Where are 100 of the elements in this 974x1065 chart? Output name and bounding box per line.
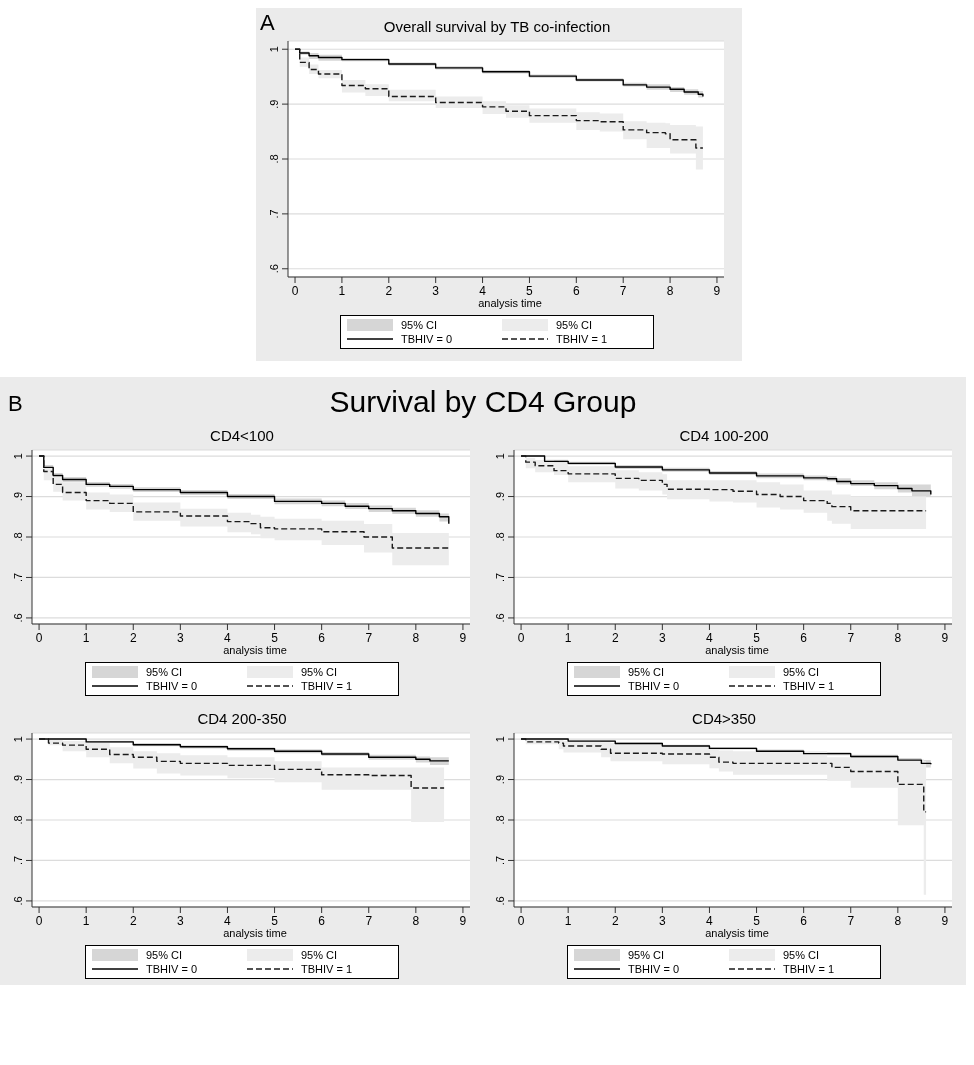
x-tick-label: 8: [894, 914, 902, 928]
x-tick-label: 3: [177, 914, 185, 928]
y-tick-label: 1: [494, 736, 506, 743]
y-tick-label: .8: [12, 532, 24, 542]
x-tick-label: 5: [526, 284, 534, 298]
y-tick-label: .8: [494, 532, 506, 542]
x-tick-label: 2: [129, 631, 137, 645]
x-tick-label: 4: [706, 914, 714, 928]
x-tick-label: 2: [385, 284, 393, 298]
y-tick-label: .7: [268, 209, 280, 219]
x-tick-label: 5: [271, 631, 279, 645]
text: A: [260, 10, 275, 36]
y-tick-label: .6: [12, 896, 24, 906]
x-tick-label: 2: [611, 631, 619, 645]
x-tick-label: 6: [800, 914, 808, 928]
y-tick-label: .6: [268, 264, 280, 274]
x-tick-label: 4: [224, 914, 232, 928]
legend-label: TBHIV = 0: [628, 680, 680, 692]
x-tick-label: 3: [432, 284, 440, 298]
chart-title: CD4 200-350: [196, 710, 288, 727]
x-tick-label: 9: [459, 914, 467, 928]
y-tick-label: .9: [12, 491, 24, 502]
legend-label: 95% CI: [146, 949, 183, 961]
legend-label: 95% CI: [301, 949, 338, 961]
legend-label: TBHIV = 0: [146, 680, 198, 692]
x-tick-label: 3: [177, 631, 185, 645]
x-tick-label: 9: [941, 914, 949, 928]
y-tick-label: .9: [494, 774, 506, 785]
chart-title: Overall survival by TB co-infection: [383, 18, 611, 35]
x-tick-label: 4: [479, 284, 487, 298]
y-tick-label: .9: [12, 774, 24, 785]
legend-label: 95% CI: [783, 949, 820, 961]
x-tick-label: 6: [318, 631, 326, 645]
x-tick-label: 5: [271, 914, 279, 928]
y-tick-label: 1: [268, 46, 280, 53]
x-tick-label: 7: [619, 284, 627, 298]
x-tick-label: 2: [129, 914, 137, 928]
x-tick-label: 9: [459, 631, 467, 645]
x-tick-label: 0: [291, 284, 299, 298]
y-tick-label: 1: [494, 453, 506, 460]
x-tick-label: 5: [753, 914, 761, 928]
x-axis-title: analysis time: [704, 644, 770, 656]
legend-label: 95% CI: [301, 666, 338, 678]
y-tick-label: 1: [12, 453, 24, 460]
x-tick-label: 9: [713, 284, 721, 298]
y-tick-label: .6: [494, 896, 506, 906]
legend-label: TBHIV = 1: [556, 333, 608, 345]
x-tick-label: 1: [564, 631, 572, 645]
x-tick-label: 4: [706, 631, 714, 645]
x-axis-title: analysis time: [222, 644, 288, 656]
x-tick-label: 7: [365, 631, 373, 645]
legend-label: TBHIV = 0: [628, 963, 680, 975]
x-tick-label: 6: [318, 914, 326, 928]
y-tick-label: .7: [12, 855, 24, 866]
legend-label: TBHIV = 1: [783, 963, 835, 975]
x-tick-label: 2: [611, 914, 619, 928]
y-tick-label: .7: [12, 572, 24, 583]
y-tick-label: .7: [494, 855, 506, 866]
x-tick-label: 1: [82, 631, 90, 645]
x-tick-label: 7: [365, 914, 373, 928]
x-tick-label: 3: [659, 631, 667, 645]
legend-label: TBHIV = 1: [301, 680, 353, 692]
chart-title: CD4<100: [209, 427, 275, 444]
legend-label: TBHIV = 1: [783, 680, 835, 692]
legend-label: TBHIV = 1: [301, 963, 353, 975]
y-tick-label: 1: [12, 736, 24, 743]
x-tick-label: 7: [847, 914, 855, 928]
text: B: [8, 391, 23, 417]
x-tick-label: 0: [35, 914, 43, 928]
x-tick-label: 0: [35, 631, 43, 645]
legend-label: 95% CI: [628, 949, 665, 961]
x-tick-label: 8: [666, 284, 674, 298]
x-tick-label: 0: [517, 914, 525, 928]
legend-label: TBHIV = 0: [146, 963, 198, 975]
x-tick-label: 1: [338, 284, 346, 298]
legend-label: 95% CI: [628, 666, 665, 678]
x-tick-label: 3: [659, 914, 667, 928]
x-axis-title: analysis time: [477, 297, 543, 309]
legend-label: 95% CI: [401, 319, 438, 331]
x-tick-label: 8: [894, 631, 902, 645]
y-tick-label: .9: [268, 99, 280, 109]
x-tick-label: 8: [412, 631, 420, 645]
text: Survival by CD4 Group: [329, 385, 637, 418]
x-tick-label: 8: [412, 914, 420, 928]
y-tick-label: .8: [494, 815, 506, 825]
x-tick-label: 4: [224, 631, 232, 645]
x-tick-label: 0: [517, 631, 525, 645]
y-tick-label: .8: [268, 154, 280, 164]
x-tick-label: 7: [847, 631, 855, 645]
x-tick-label: 1: [82, 914, 90, 928]
y-tick-label: .6: [12, 613, 24, 623]
y-tick-label: .9: [494, 491, 506, 502]
x-tick-label: 6: [572, 284, 580, 298]
x-tick-label: 5: [753, 631, 761, 645]
legend-label: 95% CI: [146, 666, 183, 678]
legend-label: 95% CI: [556, 319, 593, 331]
x-axis-title: analysis time: [222, 927, 288, 939]
x-axis-title: analysis time: [704, 927, 770, 939]
y-tick-label: .6: [494, 613, 506, 623]
chart-title: CD4>350: [691, 710, 757, 727]
